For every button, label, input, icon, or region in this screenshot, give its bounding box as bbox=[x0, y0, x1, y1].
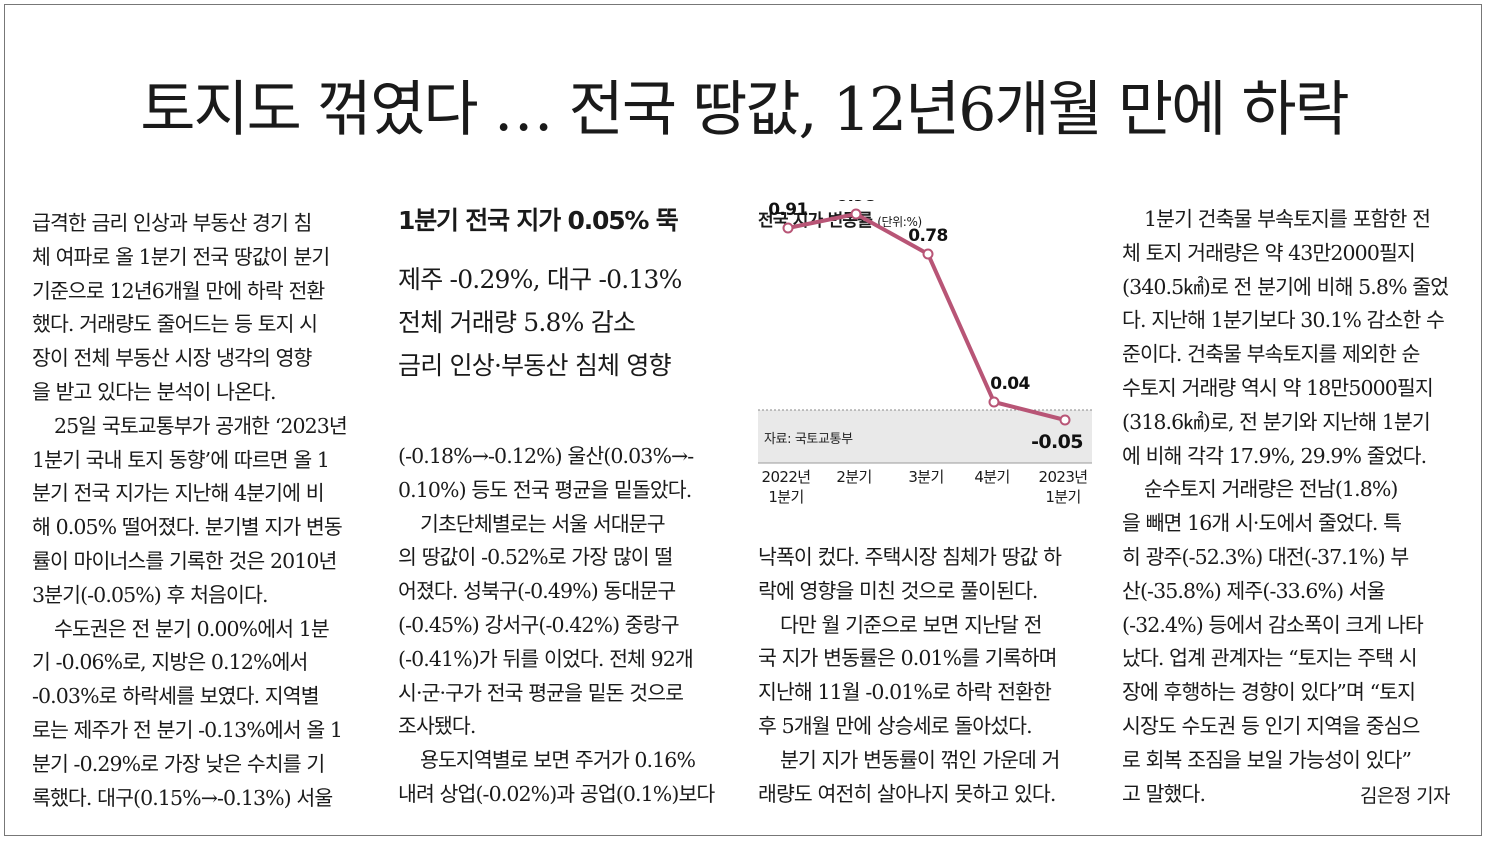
subheadline-line: 금리 인상·부동산 침체 영향 bbox=[398, 351, 672, 380]
x-tick-label: 1분기 bbox=[768, 488, 803, 506]
text-line: (-32.4%) 등에서 감소폭이 크게 나타 bbox=[1122, 612, 1424, 637]
article-frame bbox=[4, 4, 1482, 836]
x-tick-label: 2022년 bbox=[762, 468, 811, 486]
x-tick-label: 3분기 bbox=[908, 468, 943, 486]
text-line: 체 토지 거래량은 약 43만2000필지 bbox=[1122, 240, 1416, 265]
text-line: 지난해 11월 -0.01%로 하락 전환한 bbox=[758, 680, 1052, 705]
data-label: 0.78 bbox=[908, 226, 948, 246]
chart-unit: (단위:%) bbox=[877, 215, 922, 229]
text-line: (-0.18%→-0.12%) 울산(0.03%→- bbox=[398, 444, 694, 468]
x-tick-label: 2분기 bbox=[836, 468, 871, 486]
text-line: 기준으로 12년6개월 만에 하락 전환 bbox=[32, 278, 325, 303]
text-line: 시·군·구가 전국 평균을 밑돈 것으로 bbox=[398, 680, 684, 705]
text-line: 기초단체별로는 서울 서대문구 bbox=[420, 511, 666, 536]
text-line: 다만 월 기준으로 보면 지난달 전 bbox=[780, 612, 1042, 637]
text-line: 낙폭이 컸다. 주택시장 침체가 땅값 하 bbox=[758, 545, 1062, 569]
text-line: -0.03%로 하락세를 보였다. 지역별 bbox=[32, 684, 320, 709]
x-tick-label: 4분기 bbox=[974, 468, 1009, 486]
text-line: 로는 제주가 전 분기 -0.13%에서 올 1 bbox=[32, 717, 343, 742]
text-line: 수도권은 전 분기 0.00%에서 1분 bbox=[54, 616, 330, 641]
text-line: 났다. 업계 관계자는 “토지는 주택 시 bbox=[1122, 646, 1418, 671]
text-line: 체 여파로 올 1분기 전국 땅값이 분기 bbox=[32, 244, 330, 269]
x-tick-label: 2023년 bbox=[1039, 468, 1088, 486]
text-line: 3분기(-0.05%) 후 처음이다. bbox=[32, 582, 268, 607]
text-line: 장에 후행하는 경향이 있다”며 “토지 bbox=[1122, 680, 1416, 705]
text-line: 후 5개월 만에 상승세로 돌아섰다. bbox=[758, 713, 1033, 738]
text-line: 산(-35.8%) 제주(-33.6%) 서울 bbox=[1122, 578, 1386, 603]
data-point bbox=[782, 222, 794, 234]
text-line: 락에 영향을 미친 것으로 풀이된다. bbox=[758, 578, 1038, 603]
text-line: 래량도 여전히 살아나지 못하고 있다. bbox=[758, 781, 1056, 806]
text-line: (-0.45%) 강서구(-0.42%) 중랑구 bbox=[398, 612, 680, 637]
subheadline-line: 전체 거래량 5.8% 감소 bbox=[398, 308, 636, 337]
chart-source: 자료: 국토교통부 bbox=[764, 432, 853, 447]
text-line: 수토지 거래량 역시 약 18만5000필지 bbox=[1122, 375, 1434, 400]
text-line: 해 0.05% 떨어졌다. 분기별 지가 변동 bbox=[32, 515, 343, 540]
text-line: 1분기 국내 토지 동향’에 따르면 올 1 bbox=[32, 447, 330, 472]
text-line: 의 땅값이 -0.52%로 가장 많이 떨 bbox=[398, 545, 673, 570]
text-line: 0.10%) 등도 전국 평균을 밑돌았다. bbox=[398, 477, 692, 502]
text-line: 을 빼면 16개 시·도에서 줄었다. 특 bbox=[1122, 511, 1402, 536]
subheadline-list: 제주 -0.29%, 대구 -0.13% 전체 거래량 5.8% 감소 금리 인… bbox=[398, 258, 682, 387]
text-line: 로 회복 조짐을 보일 가능성이 있다” bbox=[1122, 747, 1412, 772]
text-line: 1분기 건축물 부속토지를 포함한 전 bbox=[1144, 207, 1431, 231]
text-line: 25일 국토교통부가 공개한 ‘2023년 bbox=[54, 413, 348, 438]
subheadline: 1분기 전국 지가 0.05% 뚝 bbox=[398, 206, 679, 235]
text-line: 용도지역별로 보면 주거가 0.16% bbox=[420, 748, 696, 773]
chart-plot: 자료: 국토교통부 0.91 0.98 0.78 0.04 -0.05 2022년 1분기 2분… bbox=[758, 200, 1092, 506]
data-point bbox=[1059, 414, 1071, 426]
data-point bbox=[922, 248, 934, 260]
text-line: 히 광주(-52.3%) 대전(-37.1%) 부 bbox=[1122, 544, 1409, 569]
data-label: 0.98 bbox=[836, 200, 876, 206]
text-line: 어졌다. 성북구(-0.49%) 동대문구 bbox=[398, 579, 676, 604]
x-tick-label: 1분기 bbox=[1045, 488, 1080, 506]
negative-zone-band bbox=[758, 410, 1092, 463]
byline: 김은정 기자 bbox=[1360, 785, 1450, 807]
data-label: -0.05 bbox=[1031, 431, 1083, 453]
body-column-2: (-0.18%→-0.12%) 울산(0.03%→- 0.10%) 등도 전국 평… bbox=[398, 440, 732, 812]
text-line: 률이 마이너스를 기록한 것은 2010년 bbox=[32, 548, 337, 573]
text-line: 을 받고 있다는 분석이 나온다. bbox=[32, 379, 277, 404]
land-price-chart: 전국 지가 변동률 (단위:%) 자료: 국토교통부0.910.980.780.… bbox=[758, 200, 1098, 520]
text-line: 분기 전국 지가는 지난해 4분기에 비 bbox=[32, 481, 325, 506]
text-line: (-0.41%)가 뒤를 이었다. 전체 92개 bbox=[398, 646, 694, 671]
text-line: 급격한 금리 인상과 부동산 경기 침 bbox=[32, 211, 312, 235]
headline: 토지도 꺾였다 … 전국 땅값, 12년6개월 만에 하락 bbox=[140, 75, 1350, 145]
text-line: 록했다. 대구(0.15%→-0.13%) 서울 bbox=[32, 785, 333, 810]
text-line: 내려 상업(-0.02%)과 공업(0.1%)보다 bbox=[398, 781, 715, 806]
text-line: 분기 -0.29%로 가장 낮은 수치를 기 bbox=[32, 751, 325, 776]
text-line: 했다. 거래량도 줄어드는 등 토지 시 bbox=[32, 312, 318, 337]
text-line: 에 비해 각각 17.9%, 29.9% 줄었다. bbox=[1122, 443, 1427, 468]
text-line: 고 말했다. bbox=[1122, 781, 1206, 806]
text-line: 조사됐다. bbox=[398, 714, 476, 739]
data-point bbox=[850, 208, 862, 220]
text-line: 분기 지가 변동률이 꺾인 가운데 거 bbox=[780, 747, 1060, 772]
text-line: 순수토지 거래량은 전남(1.8%) bbox=[1144, 477, 1398, 502]
text-line: 기 -0.06%로, 지방은 0.12%에서 bbox=[32, 650, 308, 675]
text-line: 장이 전체 부동산 시장 냉각의 영향 bbox=[32, 346, 312, 371]
text-line: 시장도 수도권 등 인기 지역을 중심으 bbox=[1122, 713, 1420, 738]
text-line: 준이다. 건축물 부속토지를 제외한 순 bbox=[1122, 342, 1420, 367]
subheadline-line: 제주 -0.29%, 대구 -0.13% bbox=[398, 265, 682, 294]
data-label: 0.04 bbox=[990, 374, 1030, 394]
text-line: (318.6㎢)로, 전 분기와 지난해 1분기 bbox=[1122, 409, 1431, 434]
text-line: (340.5㎢)로 전 분기에 비해 5.8% 줄었 bbox=[1122, 274, 1449, 299]
data-label: 0.91 bbox=[768, 200, 808, 220]
data-point bbox=[988, 396, 1000, 408]
text-line: 국 지가 변동률은 0.01%를 기록하며 bbox=[758, 646, 1058, 671]
text-line: 다. 지난해 1분기보다 30.1% 감소한 수 bbox=[1122, 308, 1445, 333]
